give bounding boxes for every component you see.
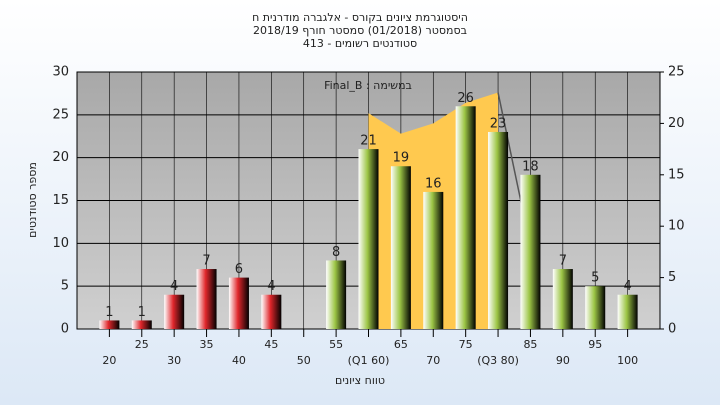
data-label: 4 <box>623 279 631 294</box>
y2-tick-label: 20 <box>668 116 685 131</box>
chart-subtitle: סטודנטים רשומים - 413 <box>303 37 417 50</box>
y-tick-label: 0 <box>61 322 69 337</box>
x-tick-label: (Q3 80) <box>477 354 519 367</box>
chart-title: היסטוגרמת ציונים בקורס - אלגברה מודרנית … <box>252 11 468 24</box>
data-label: 16 <box>425 176 442 191</box>
y-tick-label: 20 <box>52 150 69 165</box>
y-tick-label: 15 <box>52 193 69 208</box>
bar <box>617 294 638 329</box>
bar <box>552 269 573 329</box>
x-tick-label: 30 <box>167 354 181 367</box>
data-label: 4 <box>170 279 178 294</box>
x-tick-label: 65 <box>394 338 408 351</box>
y-tick-label: 5 <box>61 279 69 294</box>
y-tick-label: 25 <box>52 107 69 122</box>
bar <box>326 260 347 329</box>
data-label: 5 <box>591 271 599 286</box>
bar <box>423 191 444 329</box>
bar <box>228 277 249 329</box>
x-tick-label: 75 <box>459 338 473 351</box>
bar <box>131 320 152 329</box>
x-tick-label: 100 <box>617 354 638 367</box>
x-tick-label: 25 <box>135 338 149 351</box>
bar <box>520 174 541 329</box>
bar <box>358 149 379 329</box>
bar <box>390 166 411 329</box>
data-label: 7 <box>202 254 210 269</box>
y-tick-label: 30 <box>52 65 69 80</box>
data-label: 21 <box>360 134 377 149</box>
bar <box>488 131 509 329</box>
bar <box>585 286 606 329</box>
y-axis-label: מספר סטודנטים <box>26 162 39 238</box>
data-label: 6 <box>235 262 243 277</box>
data-label: 19 <box>393 151 410 166</box>
y-tick-label: 10 <box>52 236 69 251</box>
x-tick-label: 20 <box>102 354 116 367</box>
data-label: 18 <box>522 159 539 174</box>
data-label: 26 <box>457 91 474 106</box>
x-tick-label: 55 <box>329 338 343 351</box>
x-tick-label: 70 <box>426 354 440 367</box>
y2-tick-label: 0 <box>668 322 676 337</box>
chart-subtitle: בסמסטר (01/2018) סמסטר חורף 2018/19 <box>253 24 467 37</box>
x-tick-label: 50 <box>297 354 311 367</box>
annotation: Final_B : במשימה <box>324 79 412 92</box>
y2-tick-label: 5 <box>668 270 676 285</box>
y2-tick-label: 15 <box>668 167 685 182</box>
data-label: 7 <box>559 254 567 269</box>
bar <box>164 294 185 329</box>
data-label: 4 <box>267 279 275 294</box>
x-tick-label: 45 <box>264 338 278 351</box>
bar <box>99 320 120 329</box>
x-tick-label: (Q1 60) <box>348 354 390 367</box>
data-label: 1 <box>105 305 113 320</box>
x-tick-label: 90 <box>556 354 570 367</box>
x-tick-label: 40 <box>232 354 246 367</box>
bar <box>196 269 217 329</box>
data-label: 23 <box>490 116 507 131</box>
data-label: 8 <box>332 245 340 260</box>
y2-tick-label: 25 <box>668 65 685 80</box>
x-tick-label: 85 <box>523 338 537 351</box>
x-tick-label: 35 <box>200 338 214 351</box>
x-tick-label: 95 <box>588 338 602 351</box>
y2-tick-label: 10 <box>668 219 685 234</box>
bar <box>455 106 476 330</box>
x-axis-label: טווח ציונים <box>335 374 385 387</box>
bar <box>261 294 282 329</box>
data-label: 1 <box>138 305 146 320</box>
